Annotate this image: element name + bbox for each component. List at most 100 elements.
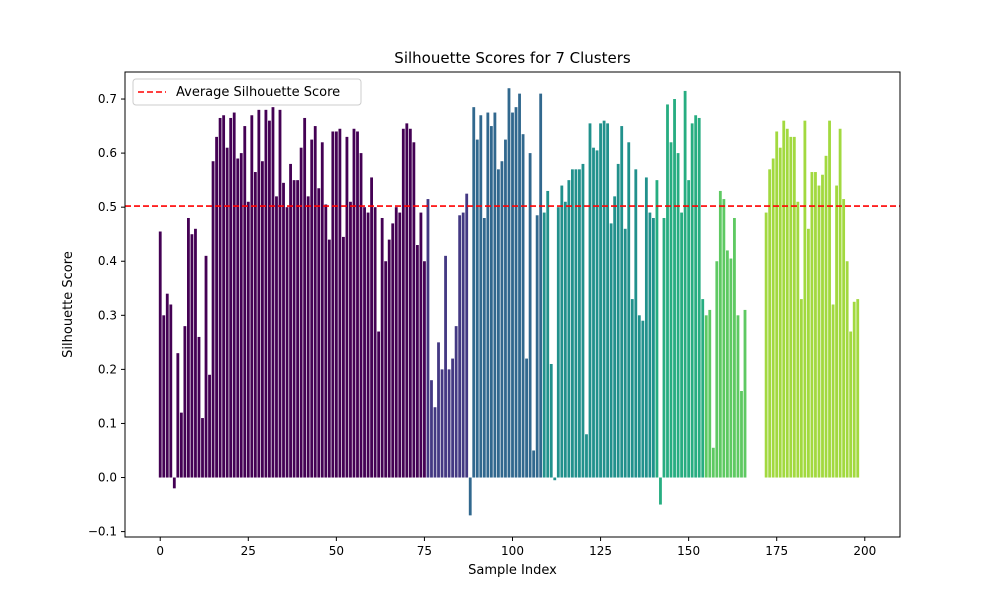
bar-sample-16 <box>215 136 218 478</box>
bar-sample-111 <box>549 363 553 478</box>
bar-sample-172 <box>764 212 768 478</box>
bar-sample-151 <box>690 123 694 478</box>
bar-sample-188 <box>821 174 824 478</box>
bar-sample-17 <box>218 117 222 478</box>
bar-sample-102 <box>518 93 521 478</box>
bar-sample-138 <box>644 177 648 478</box>
bar-sample-190 <box>828 120 831 478</box>
bar-sample-150 <box>687 180 691 478</box>
bars-layer <box>158 88 860 516</box>
bar-sample-95 <box>493 112 497 478</box>
bar-sample-134 <box>630 299 634 478</box>
bar-sample-180 <box>792 136 796 478</box>
bar-sample-58 <box>363 207 366 478</box>
y-tick-label: 0.0 <box>98 471 117 485</box>
bar-sample-123 <box>592 147 595 478</box>
bar-sample-46 <box>320 142 324 478</box>
bar-sample-72 <box>412 142 416 478</box>
bar-sample-68 <box>398 212 402 478</box>
x-tick-label: 200 <box>853 544 876 558</box>
bar-sample-79 <box>437 342 440 478</box>
bar-sample-107 <box>535 215 539 478</box>
bar-sample-67 <box>394 207 398 478</box>
bar-sample-110 <box>546 190 550 478</box>
bar-sample-133 <box>627 142 631 478</box>
bar-sample-142 <box>659 477 662 505</box>
bar-sample-191 <box>831 304 835 478</box>
bar-sample-15 <box>211 161 215 478</box>
bar-sample-145 <box>669 142 673 478</box>
bar-sample-148 <box>680 212 683 478</box>
y-tick-label: 0.1 <box>98 416 117 430</box>
bar-sample-185 <box>810 172 814 478</box>
bar-sample-35 <box>282 182 285 478</box>
bar-sample-62 <box>377 331 381 478</box>
bar-sample-92 <box>482 217 486 478</box>
bar-sample-119 <box>578 169 581 478</box>
bar-sample-41 <box>303 117 307 478</box>
bar-sample-144 <box>666 104 669 478</box>
bar-sample-50 <box>334 131 338 478</box>
bar-sample-176 <box>778 147 782 478</box>
bar-sample-121 <box>585 434 588 478</box>
bar-sample-166 <box>743 309 747 478</box>
bar-sample-178 <box>785 128 789 478</box>
bar-sample-49 <box>331 131 335 478</box>
bar-sample-71 <box>408 128 412 478</box>
bar-sample-132 <box>623 228 627 478</box>
bar-sample-106 <box>532 450 536 478</box>
bar-sample-86 <box>461 212 465 478</box>
bar-sample-108 <box>539 93 543 478</box>
bar-sample-174 <box>771 158 775 478</box>
bar-sample-156 <box>708 309 712 478</box>
bar-sample-100 <box>511 112 514 478</box>
bar-sample-74 <box>419 212 423 478</box>
x-tick-label: 25 <box>241 544 256 558</box>
x-ticks: 0 25 50 75 100 125 150 175 200 <box>156 537 876 558</box>
bar-sample-120 <box>581 163 585 478</box>
bar-sample-187 <box>817 185 821 478</box>
bar-sample-20 <box>229 117 233 478</box>
bar-sample-105 <box>528 153 532 478</box>
bar-sample-22 <box>236 158 240 478</box>
bar-sample-39 <box>296 180 300 478</box>
y-axis-label: Silhouette Score <box>61 251 76 358</box>
x-tick-label: 75 <box>417 544 432 558</box>
bar-sample-130 <box>616 163 620 478</box>
bar-sample-162 <box>729 258 733 478</box>
bar-sample-31 <box>268 120 271 478</box>
x-tick-label: 0 <box>156 544 164 558</box>
bar-sample-1 <box>162 315 166 478</box>
bar-sample-29 <box>260 161 264 478</box>
bar-sample-154 <box>701 299 705 478</box>
bar-sample-131 <box>620 126 624 478</box>
bar-sample-164 <box>736 315 740 478</box>
bar-sample-155 <box>704 315 708 478</box>
bar-sample-14 <box>208 374 211 478</box>
bar-sample-97 <box>500 161 504 478</box>
bar-sample-114 <box>560 185 564 478</box>
y-ticks: −0.1 0.0 0.1 0.2 0.3 0.4 0.5 0.6 0.7 <box>88 92 125 539</box>
bar-sample-109 <box>542 212 546 478</box>
bar-sample-59 <box>366 212 370 478</box>
bar-sample-127 <box>606 123 610 478</box>
bar-sample-5 <box>176 353 180 478</box>
bar-sample-78 <box>433 407 437 478</box>
y-tick-label: 0.2 <box>98 362 117 376</box>
bar-sample-51 <box>338 128 342 478</box>
bar-sample-57 <box>359 153 363 478</box>
bar-sample-75 <box>423 261 426 478</box>
bar-sample-161 <box>725 250 729 478</box>
bar-sample-34 <box>278 109 282 478</box>
bar-sample-25 <box>246 201 250 478</box>
bar-sample-128 <box>609 223 613 478</box>
bar-sample-13 <box>204 255 208 478</box>
bar-sample-197 <box>852 301 856 478</box>
bar-sample-81 <box>444 255 447 478</box>
bar-sample-146 <box>673 99 676 478</box>
bar-sample-36 <box>285 207 289 478</box>
bar-sample-124 <box>595 150 599 478</box>
bar-sample-0 <box>158 231 162 478</box>
x-tick-label: 175 <box>765 544 788 558</box>
